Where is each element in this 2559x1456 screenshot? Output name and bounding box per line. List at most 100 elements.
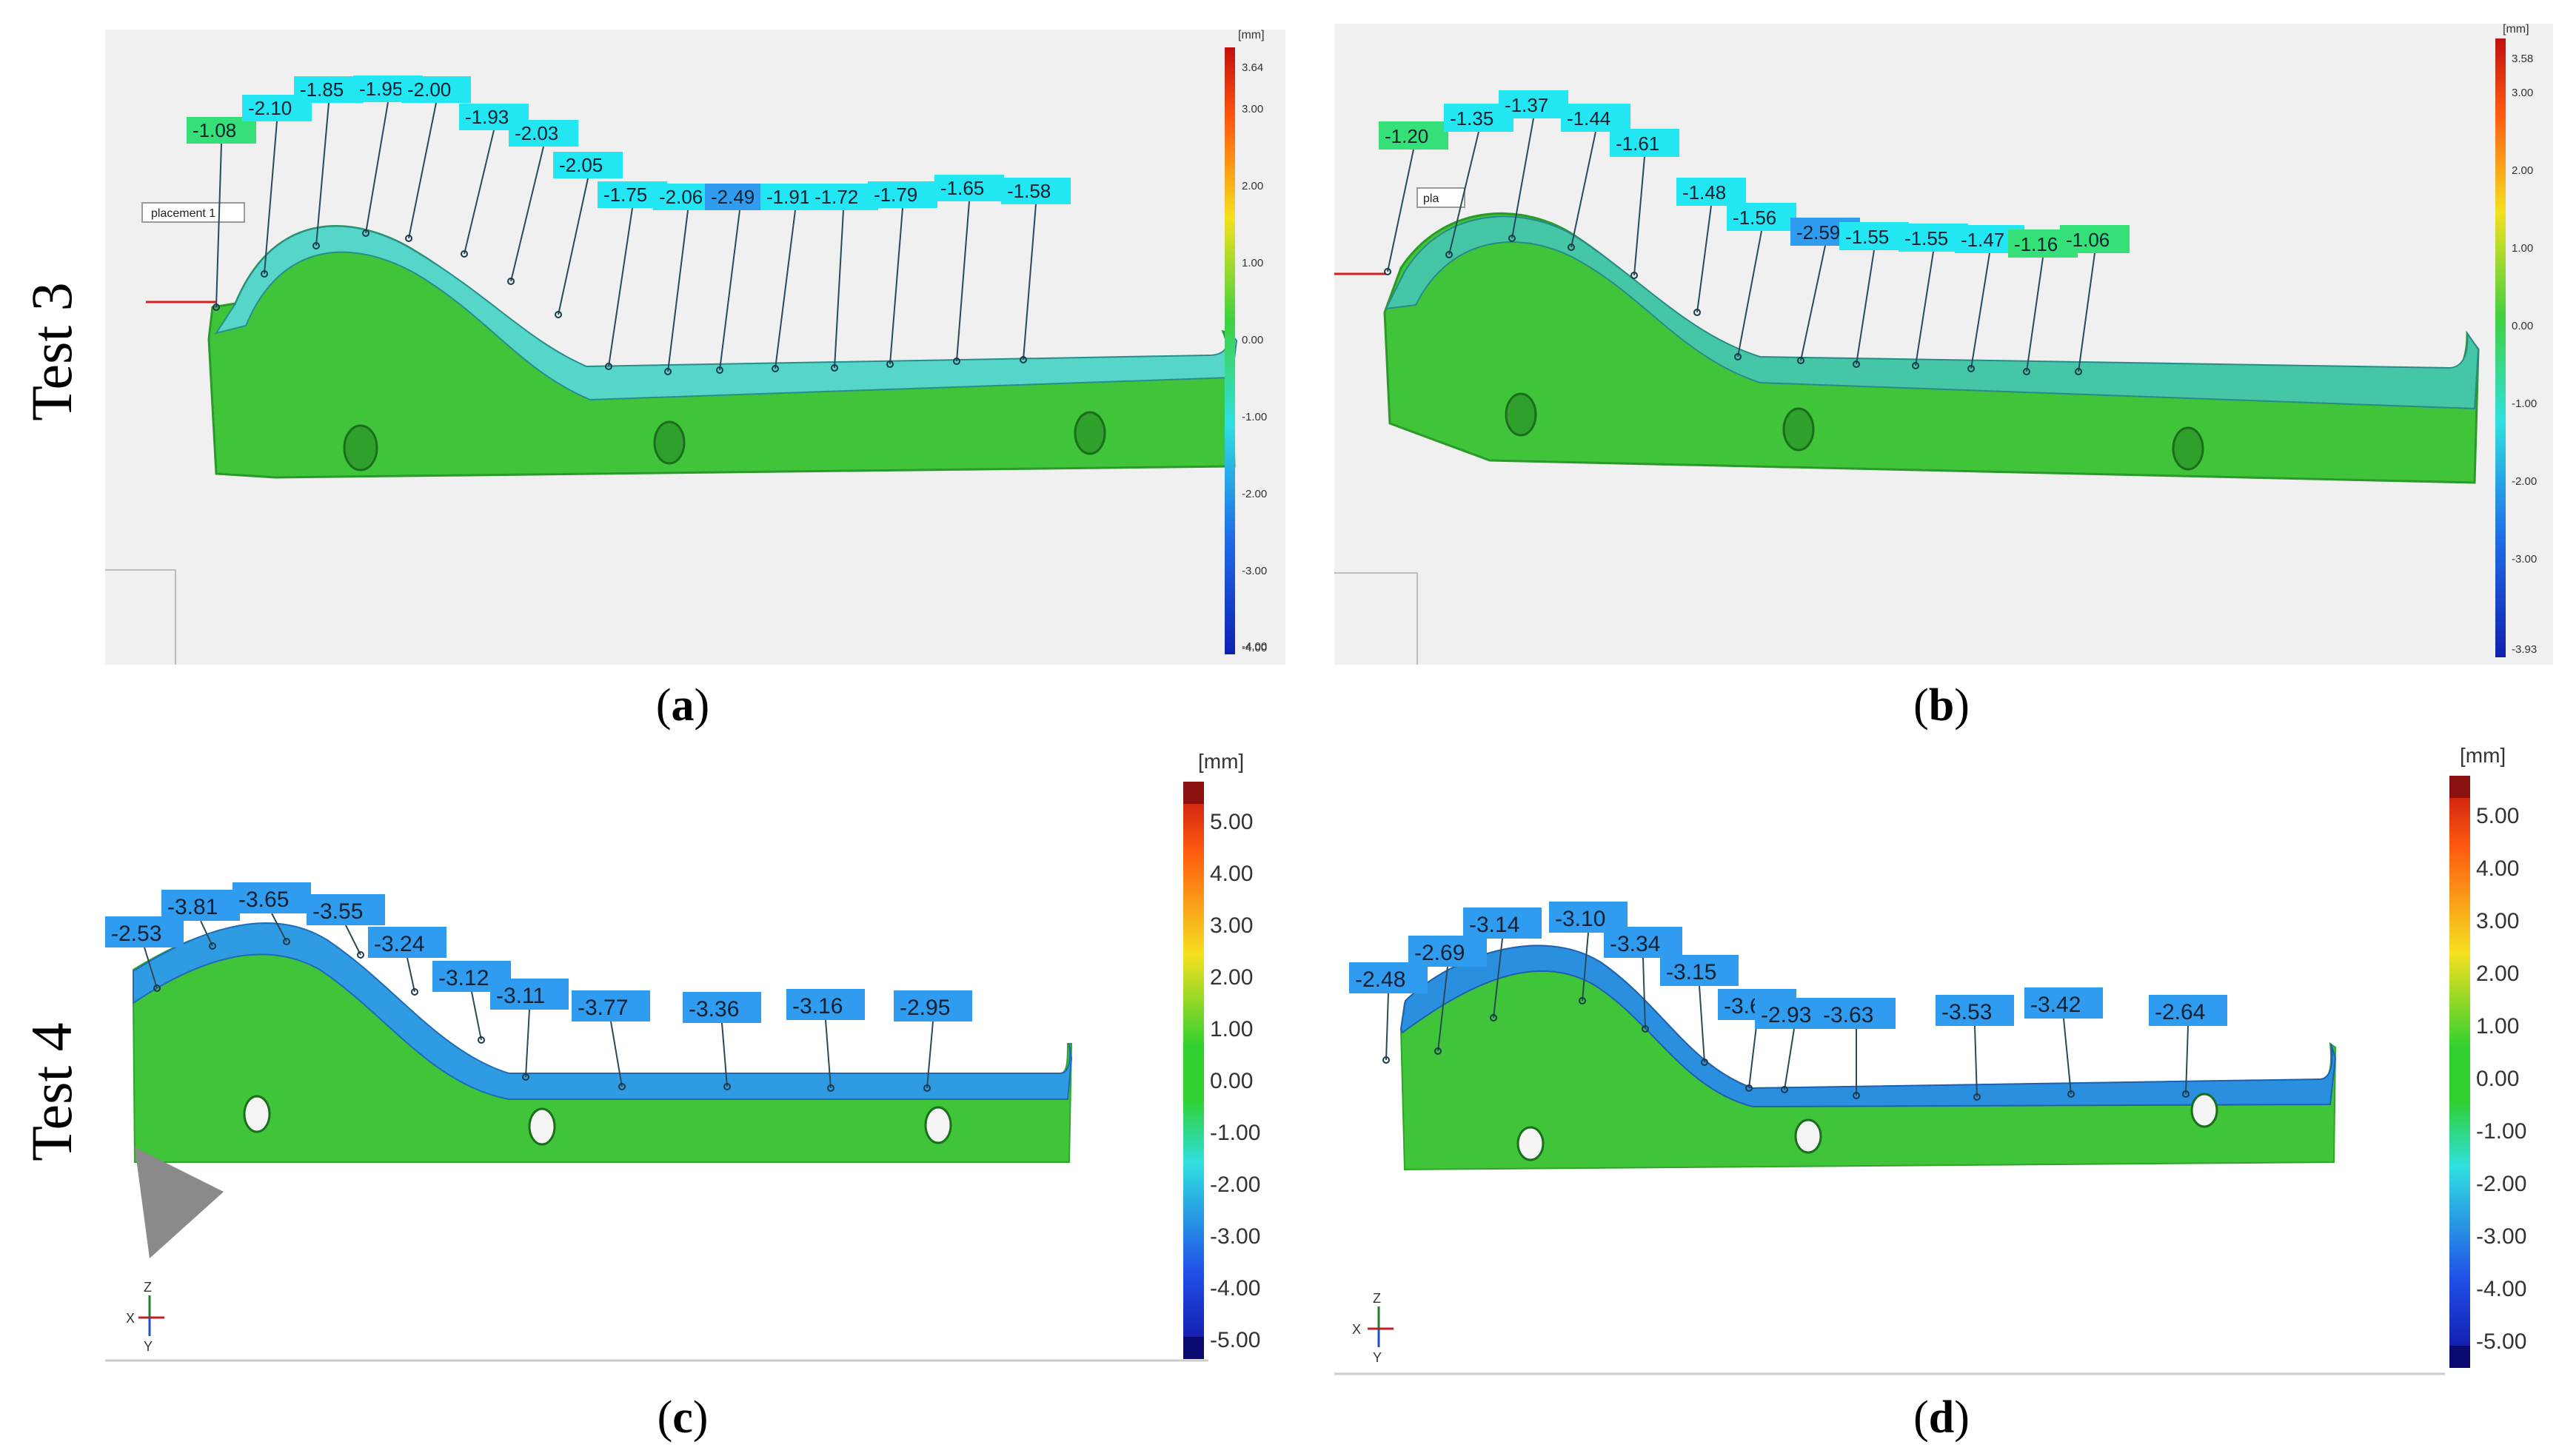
deviation-label-box — [553, 152, 623, 178]
deviation-label: -3.14 — [1469, 913, 1519, 937]
deviation-label: -1.91 — [766, 186, 810, 208]
deviation-point — [1973, 1093, 1981, 1101]
deviation-point — [1445, 251, 1453, 258]
deviation-point — [831, 364, 838, 372]
deviation-leader-line — [525, 1009, 530, 1078]
deviation-leader-line — [825, 1019, 832, 1089]
placement-box — [141, 202, 245, 223]
deviation-leader-line — [345, 925, 361, 956]
deviation-point — [362, 229, 369, 237]
deviation-leader-line — [1385, 993, 1389, 1061]
deviation-leader-line — [464, 130, 495, 255]
deviation-label-box — [490, 979, 569, 1010]
scale-max: 3.58 — [2512, 53, 2533, 65]
color-scale-bar — [1183, 782, 1204, 1359]
deviation-label: -2.64 — [2155, 1000, 2205, 1024]
deviation-label-box — [368, 927, 446, 958]
deviation-point — [923, 1084, 931, 1092]
deviation-leader-line — [558, 178, 589, 315]
color-scale-bar — [2449, 776, 2470, 1368]
deviation-point — [953, 358, 960, 365]
deviation-label: -3.55 — [312, 899, 363, 924]
deviation-leader-line — [315, 102, 330, 246]
deviation-label: -3.65 — [238, 888, 289, 912]
deviation-point — [723, 1083, 731, 1090]
deviation-label: -2.49 — [711, 186, 755, 208]
deviation-label-box — [1936, 995, 2014, 1026]
deviation-label: -3.63 — [1823, 1003, 1873, 1027]
axis-y-label: Y — [1373, 1350, 1382, 1365]
placement-label: pla — [1423, 192, 1439, 205]
scale-tick-label: -1.00 — [2476, 1119, 2526, 1144]
deviation-label-box — [572, 990, 650, 1021]
deviation-point — [357, 951, 364, 959]
deviation-leader-line — [610, 1021, 623, 1087]
hole — [924, 1106, 952, 1144]
caption-d: (d) — [1913, 1392, 1970, 1443]
scale-tick-label: -3.00 — [2512, 553, 2537, 566]
deviation-leader-line — [1023, 204, 1037, 360]
deviation-leader-line — [1511, 118, 1534, 239]
deviation-point — [405, 235, 412, 242]
deviation-label-box — [1839, 222, 1909, 250]
deviation-point — [1967, 365, 1975, 372]
deviation-point — [411, 988, 418, 996]
deviation-label: -2.59 — [1796, 221, 1840, 244]
deviation-leader-line — [144, 947, 158, 989]
scale-tick-label: -4.00 — [2476, 1277, 2526, 1301]
deviation-label-box — [934, 175, 1004, 201]
deviation-leader-line — [1582, 932, 1589, 1002]
deviation-label: -1.65 — [940, 177, 984, 199]
deviation-label-box — [1676, 178, 1746, 206]
deviation-leader-line — [264, 121, 278, 275]
scale-tick-label: 5.00 — [2476, 804, 2519, 828]
deviation-leader-line — [2185, 1025, 2189, 1095]
deviation-leader-line — [1974, 1025, 1978, 1098]
deviation-label: -3.24 — [374, 932, 424, 956]
deviation-label-box — [1727, 203, 1796, 231]
deviation-point — [153, 984, 161, 992]
deviation-label: -1.16 — [2014, 233, 2058, 255]
scale-unit: [mm] — [2503, 24, 2529, 36]
deviation-label: -1.72 — [814, 186, 858, 208]
deviation-point — [1745, 1084, 1753, 1092]
deviation-leader-line — [407, 957, 415, 993]
deviation-label-box — [1561, 104, 1630, 132]
deviation-label-box — [1499, 90, 1568, 118]
deviation-label: -1.08 — [193, 119, 236, 141]
scale-tick-label: 3.00 — [2512, 87, 2533, 99]
deviation-leader-line — [889, 207, 903, 365]
deviation-leader-line — [1437, 966, 1448, 1052]
scale-tick-label: -2.00 — [1210, 1172, 1260, 1197]
deviation-label: -3.11 — [496, 984, 545, 1008]
deviation-point — [716, 366, 723, 374]
deviation-leader-line — [1737, 230, 1762, 358]
deviation-point — [461, 250, 468, 258]
deviation-leader-line — [1699, 985, 1705, 1063]
hole — [528, 1107, 556, 1146]
deviation-point — [507, 278, 515, 285]
deviation-leader-line — [608, 207, 633, 367]
caption-c: (c) — [657, 1392, 709, 1443]
scale-tick-label: 2.00 — [2476, 962, 2519, 986]
deviation-leader-line — [667, 209, 689, 372]
scale-tick-label: 2.00 — [1210, 965, 1253, 990]
part-edge — [1399, 945, 2337, 1108]
axis-x-label: X — [126, 1311, 135, 1326]
deviation-label: -2.53 — [111, 922, 161, 946]
deviation-label-box — [233, 882, 311, 913]
viewport-corner — [105, 569, 176, 665]
deviation-label: -2.95 — [900, 996, 950, 1020]
scale-tick-label: -2.00 — [2476, 1172, 2526, 1196]
deviation-point — [1797, 357, 1804, 364]
deviation-label-box — [1463, 908, 1542, 939]
deviation-label: -2.05 — [559, 154, 603, 176]
deviation-leader-line — [471, 991, 482, 1041]
deviation-label: -1.48 — [1682, 181, 1726, 204]
deviation-leader-line — [1570, 131, 1596, 248]
deviation-label: -3.81 — [167, 895, 218, 919]
placement-box — [1416, 187, 1465, 208]
deviation-label-box — [307, 894, 385, 925]
deviation-point — [664, 368, 672, 375]
deviation-point — [2067, 1090, 2075, 1098]
